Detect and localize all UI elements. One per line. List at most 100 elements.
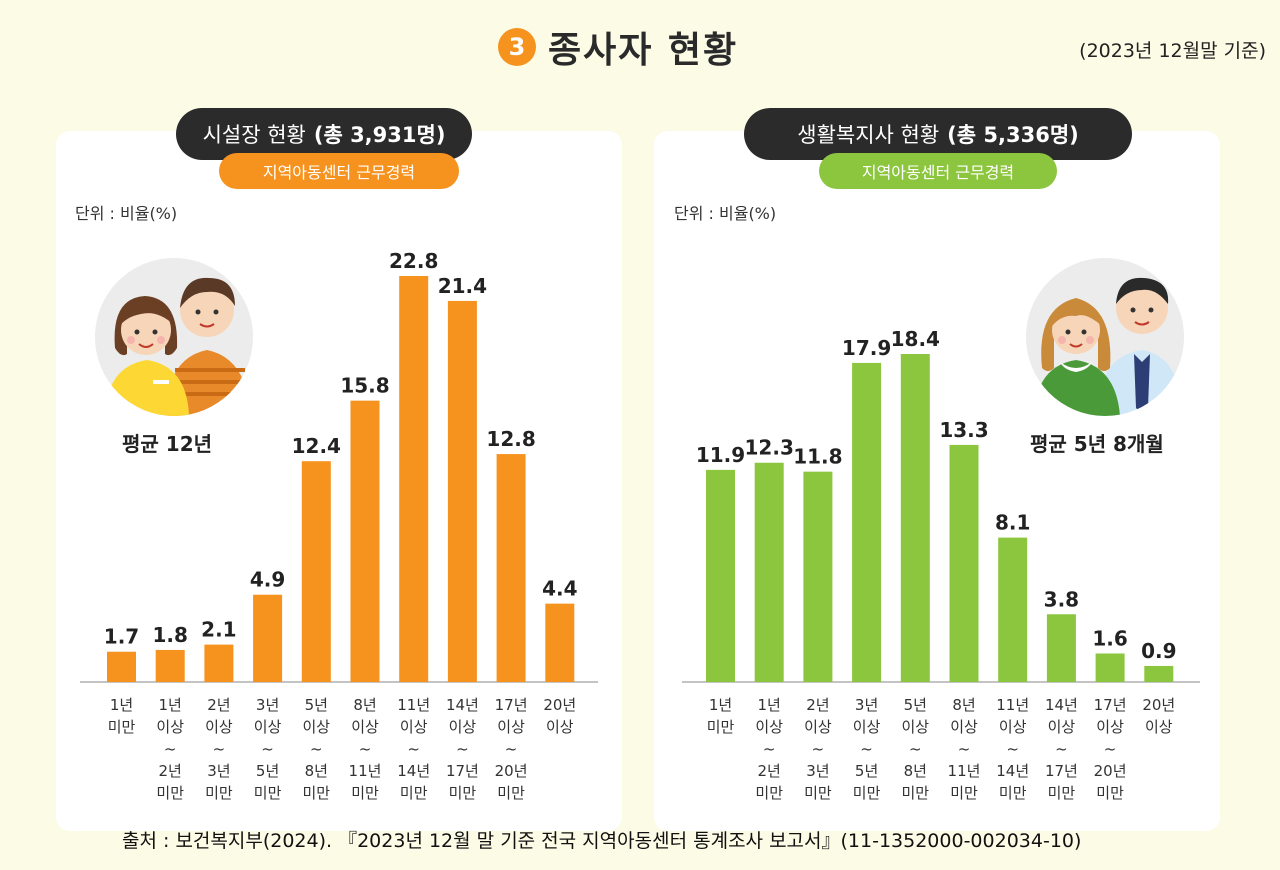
category-tick-label: 20년 — [1094, 762, 1127, 780]
bar — [447, 300, 477, 682]
category-tick-label: ~ — [909, 740, 922, 758]
bar — [155, 649, 185, 682]
category-tick-label: 8년 — [952, 696, 975, 714]
category-tick-label: 미만 — [156, 784, 184, 802]
bar — [496, 454, 526, 682]
category-tick-label: 이상 — [156, 718, 184, 736]
bar — [545, 603, 575, 682]
category-tick-label: 미만 — [302, 784, 330, 802]
bar — [949, 444, 979, 682]
category-tick-label: 이상 — [853, 718, 881, 736]
category-tick-label: ~ — [359, 740, 372, 758]
category-tick-label: 2년 — [758, 762, 781, 780]
category-tick-label: 1년 — [709, 696, 732, 714]
social-worker-bar-chart: 11.91년미만12.31년이상~2년미만11.82년이상~3년미만17.93년… — [682, 327, 1200, 802]
category-tick-label: 이상 — [302, 718, 330, 736]
category-tick-label: 이상 — [254, 718, 282, 736]
data-label: 12.4 — [292, 434, 341, 458]
data-label: 11.8 — [793, 445, 842, 469]
date-note: (2023년 12월말 기준) — [1079, 40, 1266, 62]
category-tick-label: 이상 — [546, 718, 574, 736]
category-tick-label: ~ — [1055, 740, 1068, 758]
category-tick-label: ~ — [407, 740, 420, 758]
data-label: 3.8 — [1044, 587, 1079, 611]
source-note: 출처 : 보건복지부(2024). 『2023년 12월 말 기준 전국 지역아… — [122, 830, 1082, 852]
category-tick-label: 이상 — [1145, 718, 1173, 736]
category-tick-label: 이상 — [497, 718, 525, 736]
social-worker-average: 평균 5년 8개월 — [1030, 428, 1164, 457]
category-tick-label: 3년 — [207, 762, 230, 780]
category-tick-label: 미만 — [400, 784, 428, 802]
social-worker-panel — [654, 131, 1220, 831]
category-tick-label: 이상 — [755, 718, 783, 736]
bar — [399, 276, 429, 682]
category-tick-label: 이상 — [901, 718, 929, 736]
category-tick-label: 3년 — [256, 696, 279, 714]
couple-illustration-icon — [1026, 258, 1184, 416]
director-panel — [56, 131, 622, 831]
bar — [107, 651, 136, 682]
page-header: 3 종사자 현황 — [498, 24, 739, 71]
category-tick-label: 17년 — [1045, 762, 1078, 780]
category-tick-label: ~ — [958, 740, 971, 758]
category-tick-label: 미만 — [950, 784, 978, 802]
category-tick-label: 1년 — [110, 696, 133, 714]
category-tick-label: 미만 — [351, 784, 379, 802]
category-tick-label: 이상 — [1048, 718, 1076, 736]
social-worker-average-value: 5년 8개월 — [1073, 432, 1164, 456]
category-tick-label: 미만 — [707, 718, 735, 736]
data-label: 8.1 — [995, 511, 1030, 535]
director-average: 평균 12년 — [122, 428, 212, 457]
category-tick-label: 14년 — [996, 762, 1029, 780]
category-tick-label: 2년 — [806, 696, 829, 714]
director-average-value: 12년 — [165, 432, 213, 456]
director-title: 시설장 현황 — [202, 123, 306, 147]
bar — [253, 594, 283, 682]
category-tick-label: 이상 — [999, 718, 1027, 736]
data-label: 17.9 — [842, 336, 891, 360]
data-label: 2.1 — [201, 618, 236, 642]
bar — [706, 469, 735, 682]
category-tick-label: ~ — [812, 740, 825, 758]
category-tick-label: 이상 — [1096, 718, 1124, 736]
category-tick-label: 3년 — [806, 762, 829, 780]
category-tick-label: 1년 — [159, 696, 182, 714]
data-label: 12.8 — [486, 427, 535, 451]
category-tick-label: 11년 — [996, 696, 1029, 714]
category-tick-label: 미만 — [497, 784, 525, 802]
data-label: 1.8 — [152, 623, 187, 647]
category-tick-label: 11년 — [349, 762, 382, 780]
section-number-badge: 3 — [498, 28, 536, 66]
data-label: 0.9 — [1141, 639, 1176, 663]
category-tick-label: 3년 — [855, 696, 878, 714]
category-tick-label: 미만 — [853, 784, 881, 802]
category-tick-label: 5년 — [904, 696, 927, 714]
page-title: 종사자 현황 — [548, 30, 739, 71]
category-tick-label: ~ — [261, 740, 274, 758]
category-tick-label: ~ — [860, 740, 873, 758]
category-tick-label: 14년 — [397, 762, 430, 780]
category-tick-label: 5년 — [855, 762, 878, 780]
category-tick-label: 14년 — [446, 696, 479, 714]
data-label: 1.6 — [1092, 626, 1127, 650]
director-subtitle-pill: 지역아동센터 근무경력 — [219, 153, 459, 189]
category-tick-label: ~ — [456, 740, 469, 758]
category-tick-label: ~ — [763, 740, 776, 758]
bar — [754, 462, 784, 682]
category-tick-label: ~ — [505, 740, 518, 758]
category-tick-label: 미만 — [1096, 784, 1124, 802]
category-tick-label: 이상 — [205, 718, 233, 736]
social-worker-avatar — [1026, 258, 1184, 416]
category-tick-label: 이상 — [351, 718, 379, 736]
category-tick-label: 미만 — [901, 784, 929, 802]
data-label: 13.3 — [939, 418, 988, 442]
data-label: 11.9 — [696, 443, 745, 467]
director-unit-label: 단위 : 비율(%) — [75, 204, 178, 223]
category-tick-label: ~ — [1006, 740, 1019, 758]
bar — [1144, 665, 1174, 682]
category-tick-label: 11년 — [397, 696, 430, 714]
category-tick-label: 14년 — [1045, 696, 1078, 714]
category-tick-label: 2년 — [207, 696, 230, 714]
bar — [1095, 653, 1125, 682]
category-tick-label: 미만 — [1048, 784, 1076, 802]
